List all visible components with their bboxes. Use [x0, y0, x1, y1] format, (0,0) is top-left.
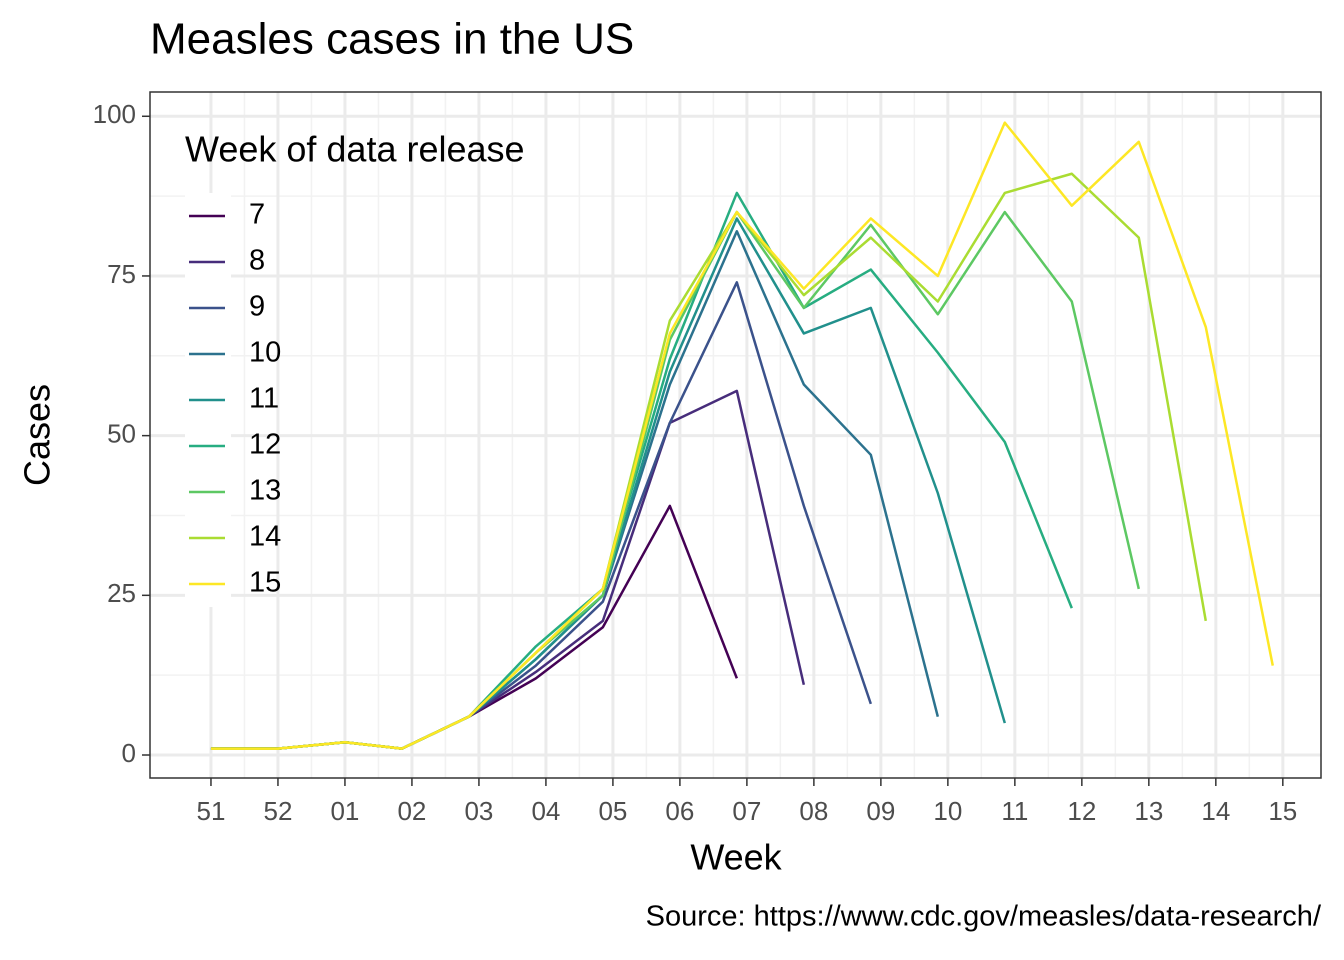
lines: [210, 121, 1274, 750]
x-tick-label: 08: [799, 796, 828, 826]
x-tick-label: 04: [531, 796, 560, 826]
legend-title: Week of data release: [185, 129, 525, 170]
x-tick-label: 12: [1067, 796, 1096, 826]
legend-label: 12: [249, 429, 281, 461]
legend-label: 10: [249, 337, 281, 369]
x-tick-label: 51: [197, 796, 226, 826]
legend-label: 14: [249, 521, 281, 553]
axes: 0 25 50 75 100 51 52 01 02 03 04 05 06 07 08 09 10 11 12 13…: [93, 99, 1298, 826]
x-tick-label: 03: [464, 796, 493, 826]
caption: Source: https://www.cdc.gov/measles/data…: [646, 901, 1322, 933]
series-line: [210, 121, 1274, 750]
x-tick-label: 02: [397, 796, 426, 826]
x-tick-label: 06: [665, 796, 694, 826]
y-tick-label: 50: [107, 419, 136, 449]
x-tick-label: 05: [598, 796, 627, 826]
legend-label: 8: [249, 245, 265, 277]
y-tick-label: 25: [107, 578, 136, 608]
y-tick-label: 100: [93, 99, 136, 129]
y-axis-label: Cases: [17, 384, 58, 486]
legend-label: 11: [249, 383, 279, 415]
chart-title: Measles cases in the US: [150, 15, 634, 64]
x-tick-label: 52: [263, 796, 292, 826]
x-tick-label: 07: [732, 796, 761, 826]
x-tick-label: 15: [1268, 796, 1297, 826]
x-tick-label: 13: [1134, 796, 1163, 826]
y-tick-label: 0: [122, 738, 136, 768]
grid: [150, 92, 1321, 778]
legend-label: 9: [249, 291, 265, 323]
x-tick-label: 09: [866, 796, 895, 826]
y-tick-label: 75: [107, 259, 136, 289]
legend-label: 13: [249, 475, 281, 507]
legend-label: 15: [249, 567, 281, 599]
legend-label: 7: [249, 199, 265, 231]
x-axis-label: Week: [690, 837, 782, 878]
x-tick-label: 10: [933, 796, 962, 826]
x-tick-label: 01: [330, 796, 359, 826]
legend: Week of data release 7 8 9 10 11 12 13 14 15: [185, 129, 525, 607]
x-tick-label: 14: [1201, 796, 1230, 826]
x-tick-label: 11: [1001, 796, 1028, 826]
